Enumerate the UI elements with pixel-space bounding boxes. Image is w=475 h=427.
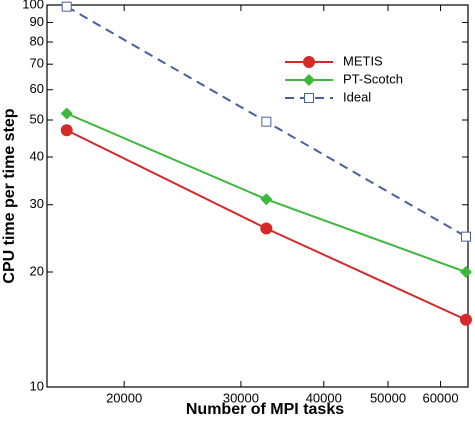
marker: [260, 222, 273, 235]
y-tick-label: 20: [30, 263, 44, 278]
legend-label: METIS: [343, 53, 383, 68]
marker: [460, 231, 471, 242]
y-tick-label: 50: [30, 111, 44, 126]
y-tick-label: 80: [30, 33, 44, 48]
y-axis-label: CPU time per time step: [1, 108, 18, 283]
marker: [60, 107, 73, 120]
y-tick-label: 40: [30, 148, 44, 163]
x-tick-label: 50000: [370, 390, 406, 405]
x-tick-label: 30000: [223, 390, 259, 405]
x-tick-label: 40000: [306, 390, 342, 405]
plot-frame: [46, 4, 469, 388]
y-tick-label: 100: [22, 0, 44, 11]
x-axis-label: Number of MPI tasks: [186, 401, 344, 418]
marker: [459, 313, 472, 326]
y-tick-label: 30: [30, 196, 44, 211]
marker: [261, 116, 272, 127]
y-tick-label: 90: [30, 14, 44, 29]
legend-label: Ideal: [343, 89, 371, 104]
marker: [260, 193, 273, 206]
y-tick-label: 10: [30, 378, 44, 393]
legend-marker: [304, 93, 314, 103]
y-tick-label: 70: [30, 56, 44, 71]
y-tick-label: 60: [30, 81, 44, 96]
legend-marker: [303, 56, 315, 68]
x-tick-label: 60000: [422, 390, 458, 405]
marker: [61, 1, 72, 12]
legend-marker: [303, 74, 315, 86]
series-line: [66, 112, 467, 273]
legend-label: PT-Scotch: [343, 71, 403, 86]
x-tick-label: 20000: [106, 390, 142, 405]
marker: [60, 124, 73, 137]
marker: [459, 266, 472, 279]
